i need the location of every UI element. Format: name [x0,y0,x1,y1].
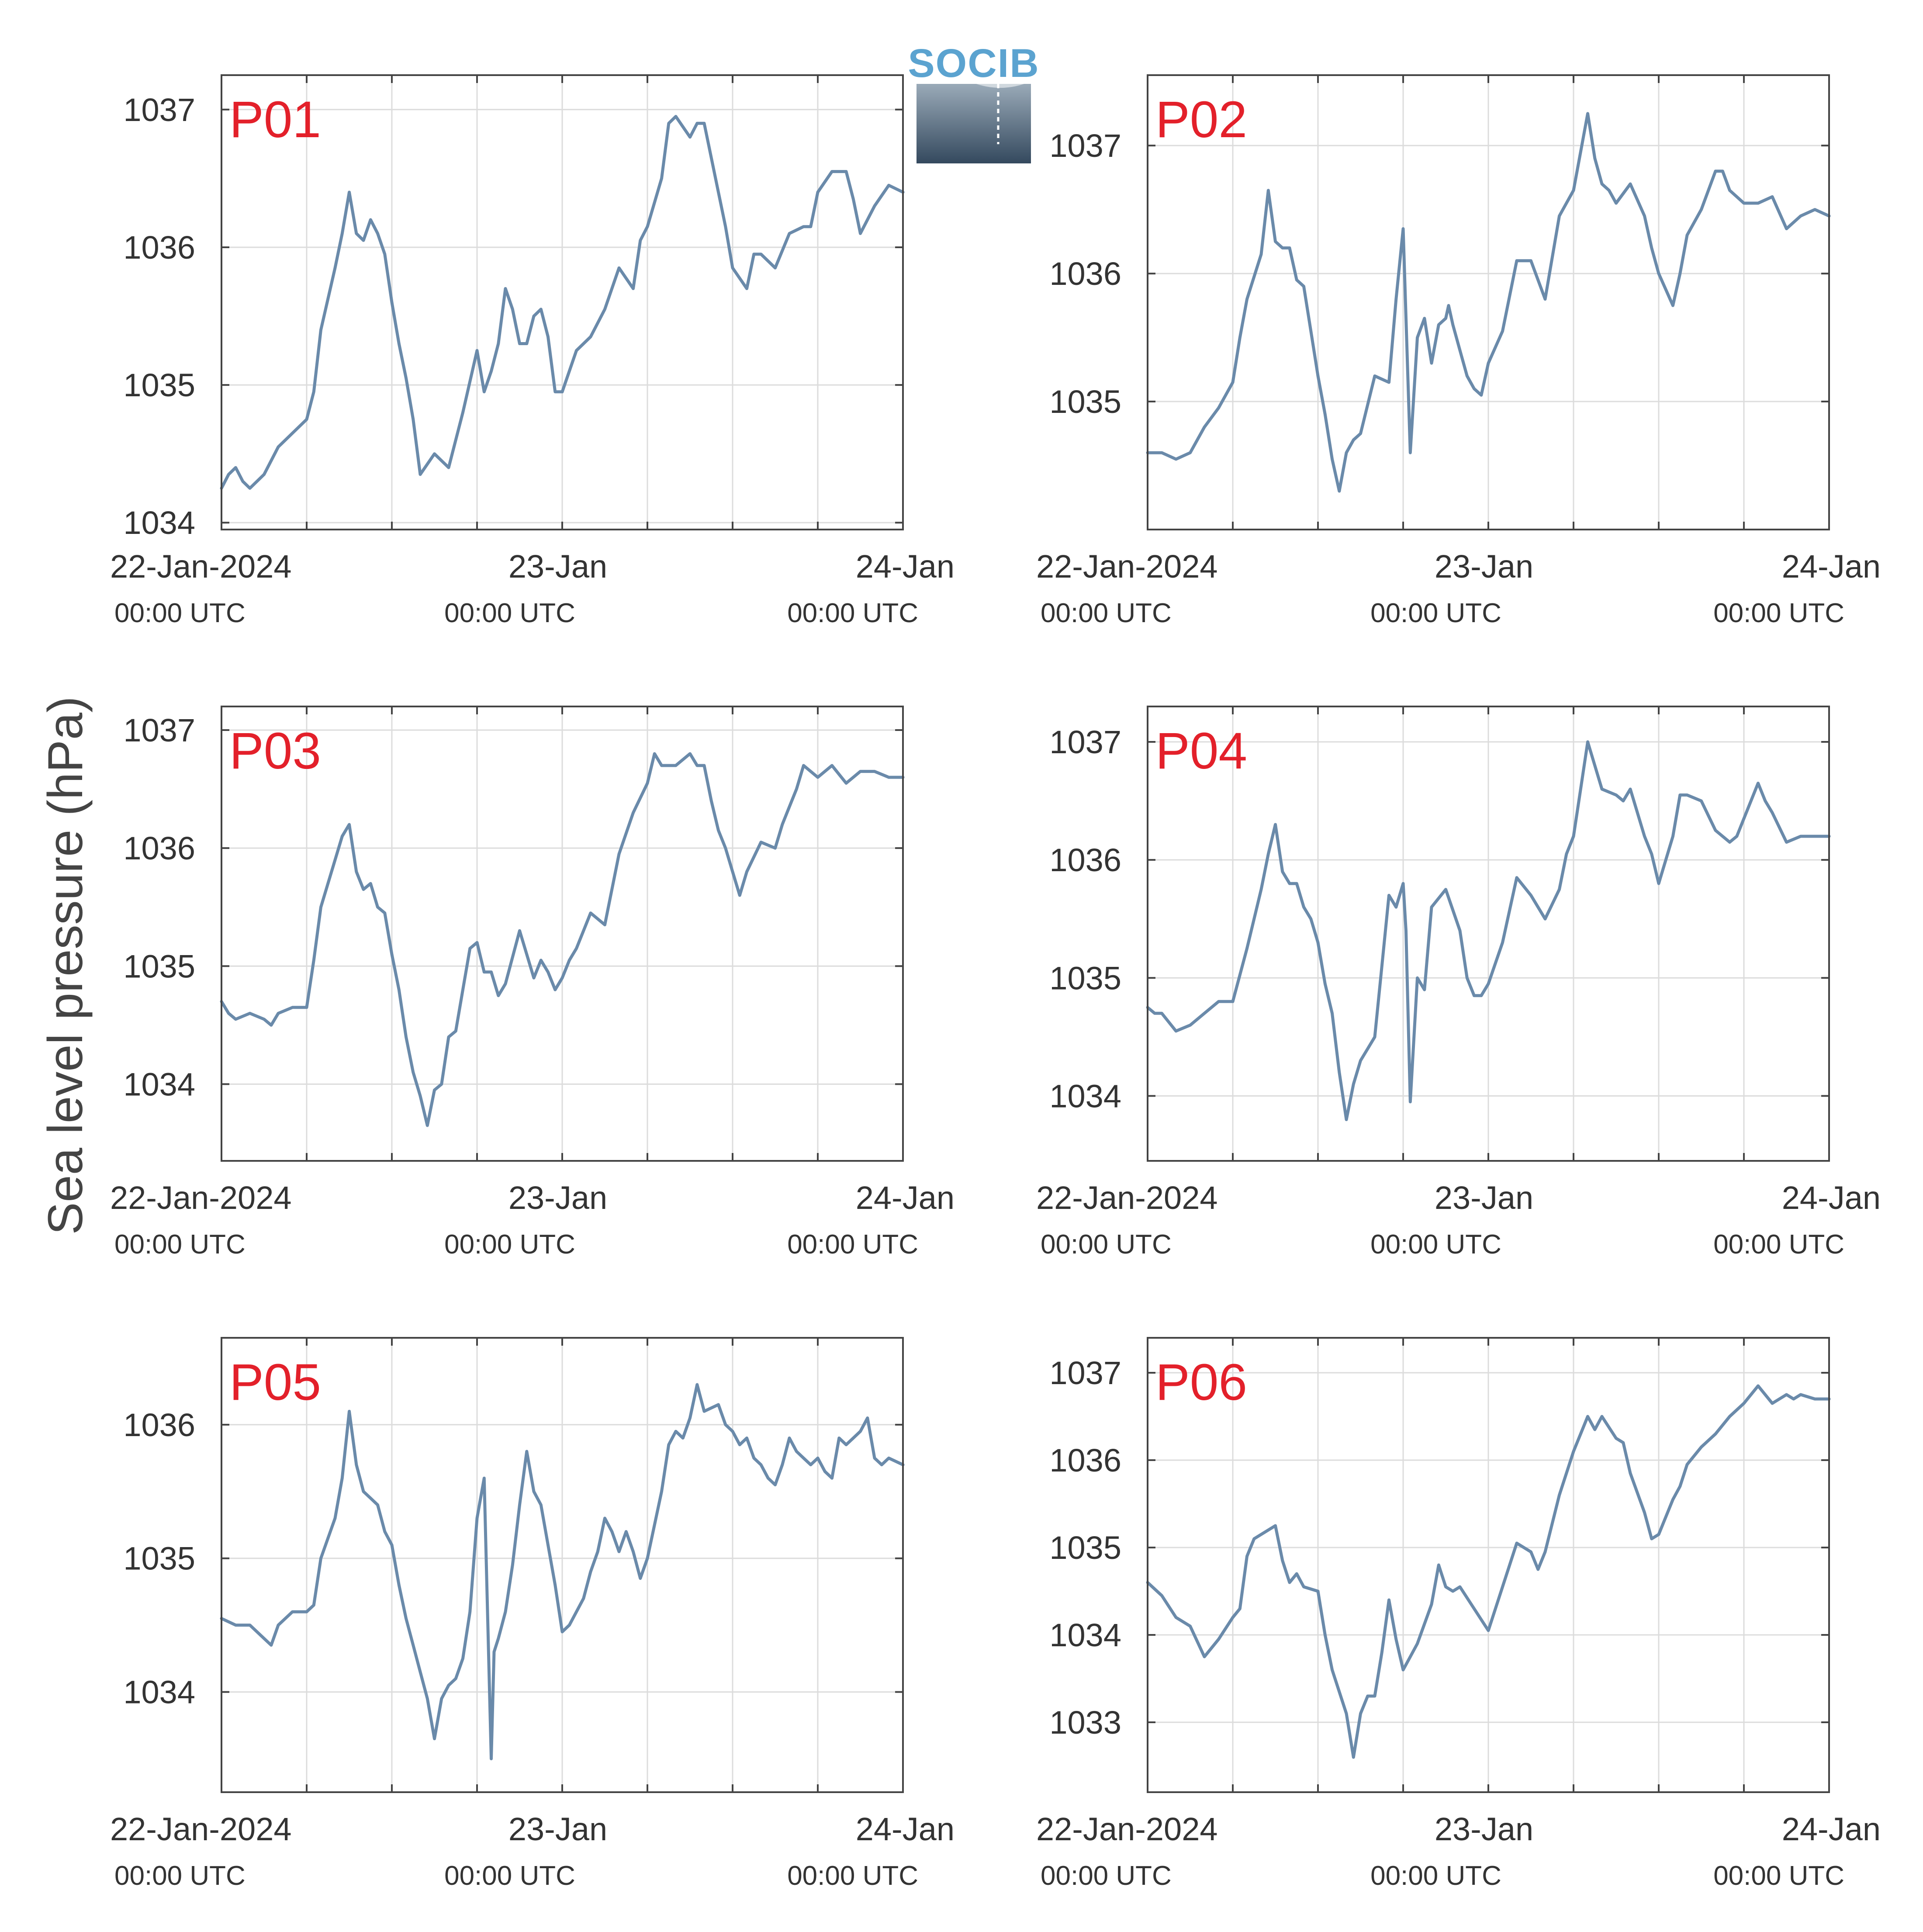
x-tick-label: 23-Jan [508,1180,607,1216]
y-tick-label: 1033 [1049,1704,1121,1741]
y-tick-label: 1037 [1049,128,1121,164]
logo-text: SOCIB [908,41,1039,86]
x-tick-label: 24-Jan [1782,548,1881,585]
logo-wave-crest [917,78,1031,88]
x-tick-sublabel: 00:00 UTC [114,598,246,628]
x-tick-sublabel: 00:00 UTC [1713,1229,1844,1260]
y-tick-label: 1036 [123,830,195,866]
series-line-p02 [1146,112,1831,493]
panel-label-p06: P06 [1155,1354,1247,1411]
chart-panel-p01: 1034 1035 1036 1037 22-Jan-2024 00:00 UTC 23-J… [110,74,955,628]
x-tick-sublabel: 00:00 UTC [114,1861,246,1891]
y-tick-label: 1037 [1049,1355,1121,1391]
panel-label-p03: P03 [229,722,321,780]
x-tick-sublabel: 00:00 UTC [787,1861,918,1891]
x-tick-label: 22-Jan-2024 [1036,1811,1218,1847]
panel-label-p01: P01 [229,91,321,149]
y-tick-label: 1034 [123,1674,195,1710]
y-tick-label: 1036 [1049,256,1121,292]
y-tick-label: 1037 [1049,724,1121,760]
y-tick-label: 1037 [123,92,195,128]
y-tick-label: 1034 [1049,1078,1121,1114]
x-tick-sublabel: 00:00 UTC [1041,598,1172,628]
series-line-p04 [1146,740,1831,1121]
x-tick-sublabel: 00:00 UTC [444,1861,575,1891]
series-line-p05 [220,1383,905,1760]
x-tick-sublabel: 00:00 UTC [1370,1229,1501,1260]
y-tick-label: 1034 [123,505,195,541]
x-tick-label: 22-Jan-2024 [110,1811,292,1847]
y-tick-label: 1035 [1049,1530,1121,1566]
x-tick-label: 24-Jan [856,548,955,585]
y-tick-label: 1036 [123,229,195,266]
y-tick-label: 1037 [123,712,195,748]
y-axis-label: Sea level pressure (hPa) [38,696,93,1235]
y-tick-label: 1035 [123,948,195,984]
series-line-p01 [220,115,905,490]
chart-panel-p04: 1034 1035 1036 1037 22-Jan-2024 00:00 UTC 23-J… [1036,706,1881,1260]
x-tick-sublabel: 00:00 UTC [787,1229,918,1260]
chart-panel-p02: 1035 1036 1037 22-Jan-2024 00:00 UTC 23-Jan 00… [1036,74,1881,628]
chart-panel-p03: 1034 1035 1036 1037 22-Jan-2024 00:00 UTC 23-J… [110,706,955,1260]
panel-label-p02: P02 [1155,91,1247,149]
x-tick-sublabel: 00:00 UTC [1370,1861,1501,1891]
x-tick-sublabel: 00:00 UTC [787,598,918,628]
x-tick-label: 23-Jan [1435,1180,1533,1216]
y-tick-label: 1034 [1049,1617,1121,1653]
x-tick-label: 22-Jan-2024 [110,1180,292,1216]
y-tick-label: 1035 [1049,960,1121,996]
x-tick-label: 24-Jan [856,1811,955,1847]
x-tick-label: 23-Jan [1435,1811,1533,1847]
x-tick-label: 22-Jan-2024 [1036,1180,1218,1216]
chart-panels: 1034 1035 1036 1037 22-Jan-2024 00:00 UTC 23-J… [110,74,1881,1891]
y-tick-label: 1036 [1049,842,1121,878]
y-tick-label: 1036 [1049,1442,1121,1478]
socib-logo: SOCIB [908,41,1039,163]
x-tick-sublabel: 00:00 UTC [114,1229,246,1260]
panel-label-p04: P04 [1155,722,1247,780]
chart-panel-p06: 1033 1034 1035 1036 1037 22-Jan-2024 00:00 UTC… [1036,1337,1881,1891]
x-tick-label: 23-Jan [508,1811,607,1847]
x-tick-sublabel: 00:00 UTC [1370,598,1501,628]
x-tick-sublabel: 00:00 UTC [1713,598,1844,628]
x-tick-label: 24-Jan [1782,1811,1881,1847]
x-tick-label: 22-Jan-2024 [110,548,292,585]
x-tick-sublabel: 00:00 UTC [1041,1229,1172,1260]
y-tick-label: 1035 [123,1541,195,1577]
y-tick-label: 1035 [1049,384,1121,420]
logo-wave-block [917,84,1031,163]
panel-label-p05: P05 [229,1354,321,1411]
x-tick-label: 24-Jan [856,1180,955,1216]
y-tick-label: 1034 [123,1066,195,1102]
x-tick-sublabel: 00:00 UTC [1041,1861,1172,1891]
x-tick-sublabel: 00:00 UTC [444,1229,575,1260]
series-line-p03 [220,752,905,1127]
series-line-p06 [1146,1384,1831,1759]
x-tick-label: 23-Jan [508,548,607,585]
x-tick-label: 23-Jan [1435,548,1533,585]
x-tick-label: 22-Jan-2024 [1036,548,1218,585]
y-tick-label: 1036 [123,1407,195,1443]
x-tick-label: 24-Jan [1782,1180,1881,1216]
chart-panel-p05: 1034 1035 1036 22-Jan-2024 00:00 UTC 23-Jan 00… [110,1337,955,1891]
x-tick-sublabel: 00:00 UTC [1713,1861,1844,1891]
x-tick-sublabel: 00:00 UTC [444,598,575,628]
y-tick-label: 1035 [123,367,195,403]
